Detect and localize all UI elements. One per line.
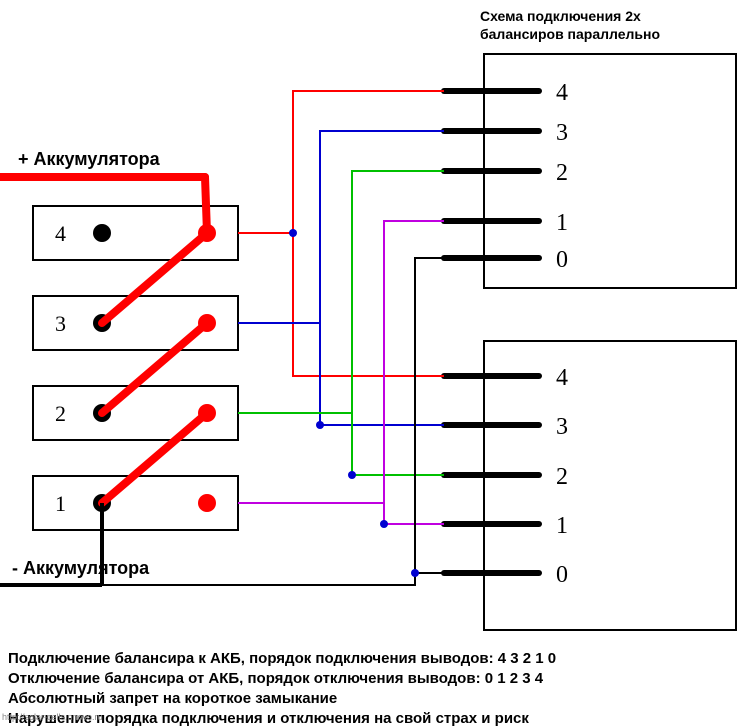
title-line2: балансиров параллельно xyxy=(480,26,660,42)
footer-line-0: Подключение балансира к АКБ, порядок под… xyxy=(8,650,556,667)
wiring-diagram: 4 3 2 1 4 3 2 1 0 4 3 2 1 0 xyxy=(0,0,742,721)
svg-text:2: 2 xyxy=(556,160,568,186)
title-line1: Схема подключения 2х xyxy=(480,8,641,24)
svg-text:2: 2 xyxy=(556,464,568,490)
minus-akk-label: - Аккумулятора xyxy=(12,558,149,579)
plus-akk-label: + Аккумулятора xyxy=(18,149,160,170)
footer-line-1: Отключение балансира от АКБ, порядок отк… xyxy=(8,670,543,687)
svg-text:0: 0 xyxy=(556,562,568,588)
svg-text:1: 1 xyxy=(556,513,568,539)
svg-text:4: 4 xyxy=(556,365,568,391)
footer-line-2: Абсолютный запрет на короткое замыкание xyxy=(8,690,337,707)
svg-text:3: 3 xyxy=(556,120,568,146)
svg-text:0: 0 xyxy=(556,247,568,273)
svg-text:4: 4 xyxy=(55,221,66,246)
svg-text:1: 1 xyxy=(556,210,568,236)
svg-text:2: 2 xyxy=(55,401,66,426)
svg-text:3: 3 xyxy=(55,311,66,336)
svg-text:4: 4 xyxy=(556,80,568,106)
svg-text:1: 1 xyxy=(55,491,66,516)
svg-text:3: 3 xyxy=(556,414,568,440)
